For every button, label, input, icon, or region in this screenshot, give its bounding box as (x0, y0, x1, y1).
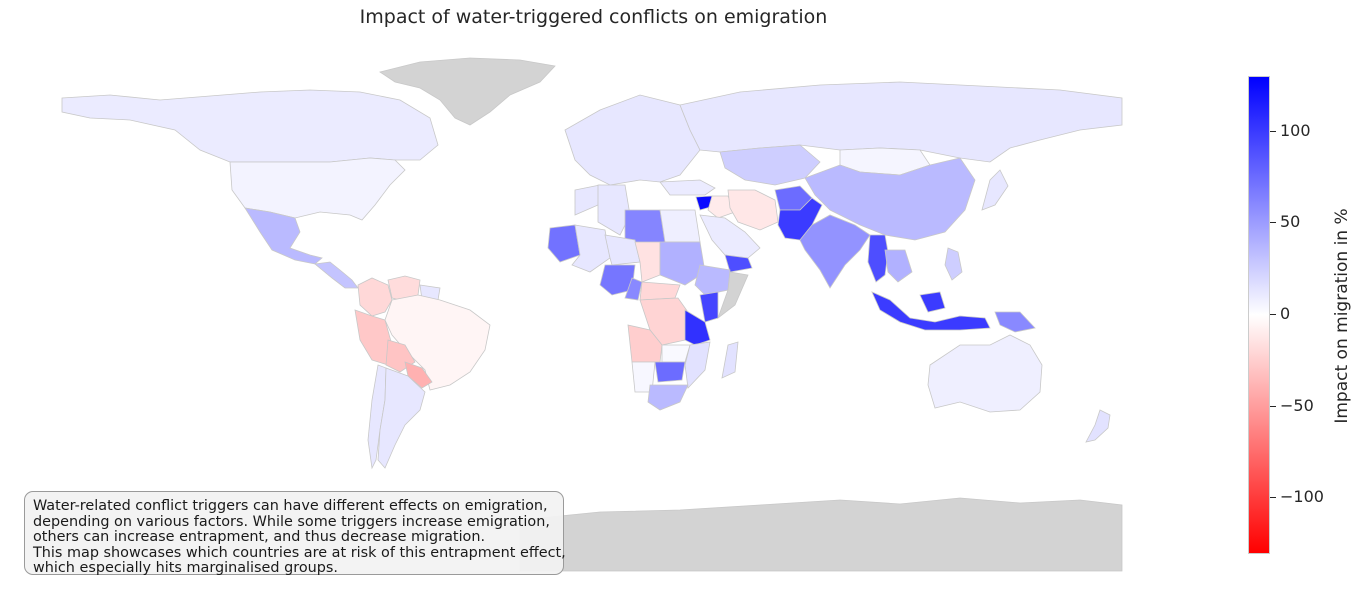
annotation-box: Water-related conflict triggers can have… (24, 491, 566, 577)
colorbar-tick-label: −100 (1280, 487, 1324, 507)
region-paraguay (404, 361, 433, 389)
region-papua-new-guinea (994, 311, 1036, 333)
region-sudan (659, 241, 706, 286)
region-europe (564, 94, 701, 186)
map-title: Impact of water-triggered conflicts on e… (359, 6, 828, 28)
region-turkey (659, 179, 716, 196)
annotation-line: Water-related conflict triggers can have… (33, 498, 548, 514)
region-somalia (717, 271, 749, 320)
region-indonesia-borneo (919, 291, 946, 313)
region-india (799, 214, 871, 289)
region-brazil (384, 294, 491, 391)
world-map (61, 57, 1123, 572)
region-argentina (377, 367, 426, 469)
region-australia (927, 334, 1043, 413)
region-algeria (597, 184, 631, 236)
region-mali (571, 224, 611, 273)
region-saudi-arabia (699, 214, 761, 259)
region-philippines (944, 247, 963, 281)
region-central-america (314, 261, 359, 289)
region-chad (634, 241, 661, 283)
colorbar-tick (1270, 130, 1276, 132)
region-madagascar (721, 341, 739, 379)
colorbar-tick-label: 50 (1280, 212, 1301, 232)
region-cameroon (624, 277, 643, 301)
region-kenya (699, 291, 719, 323)
region-tanzania (684, 309, 711, 346)
region-car (639, 281, 681, 301)
region-angola (627, 324, 663, 363)
region-greenland (379, 57, 556, 126)
region-canada (61, 89, 439, 163)
colorbar-tick (1270, 497, 1276, 499)
colorbar-label: Impact on migration in % (1332, 208, 1352, 424)
region-kazakhstan (719, 144, 821, 186)
region-south-africa (647, 384, 689, 411)
colorbar-tick-label: 100 (1280, 120, 1311, 140)
region-iraq (707, 195, 736, 219)
colorbar-gradient (1248, 76, 1270, 554)
annotation-line: which especially hits marginalised group… (33, 560, 338, 577)
region-myanmar (867, 234, 889, 283)
region-morocco (574, 184, 601, 216)
region-japan (981, 169, 1009, 211)
region-ethiopia (694, 264, 731, 296)
colorbar-tick (1270, 405, 1276, 407)
region-thailand (884, 249, 913, 283)
region-nigeria (599, 264, 636, 296)
colorbar-tick (1270, 314, 1276, 315)
region-mexico (244, 207, 323, 265)
region-egypt (659, 209, 701, 243)
region-new-zealand (1085, 409, 1111, 443)
region-colombia (357, 277, 393, 317)
colorbar-tick-label: 0 (1280, 304, 1291, 323)
region-iran (727, 189, 779, 231)
region-mozambique (684, 341, 711, 389)
colorbar-tick (1270, 222, 1276, 224)
region-yemen (724, 254, 753, 273)
region-china (804, 157, 976, 241)
region-niger (604, 234, 641, 266)
region-zambia (661, 344, 691, 363)
colorbar-tick-label: −50 (1280, 395, 1314, 415)
annotation-line: others can increase entrapment, and thus… (33, 529, 486, 546)
annotation-line: This map showcases which countries are a… (33, 544, 566, 561)
colorbar: 100 50 0 −50 −100 (1246, 74, 1356, 556)
region-zimbabwe (654, 361, 686, 383)
region-antarctica (519, 497, 1123, 572)
region-indonesia (871, 291, 991, 331)
region-dr-congo (639, 297, 691, 346)
annotation-line: depending on various factors. While some… (33, 513, 550, 530)
region-mauritania (547, 224, 581, 263)
